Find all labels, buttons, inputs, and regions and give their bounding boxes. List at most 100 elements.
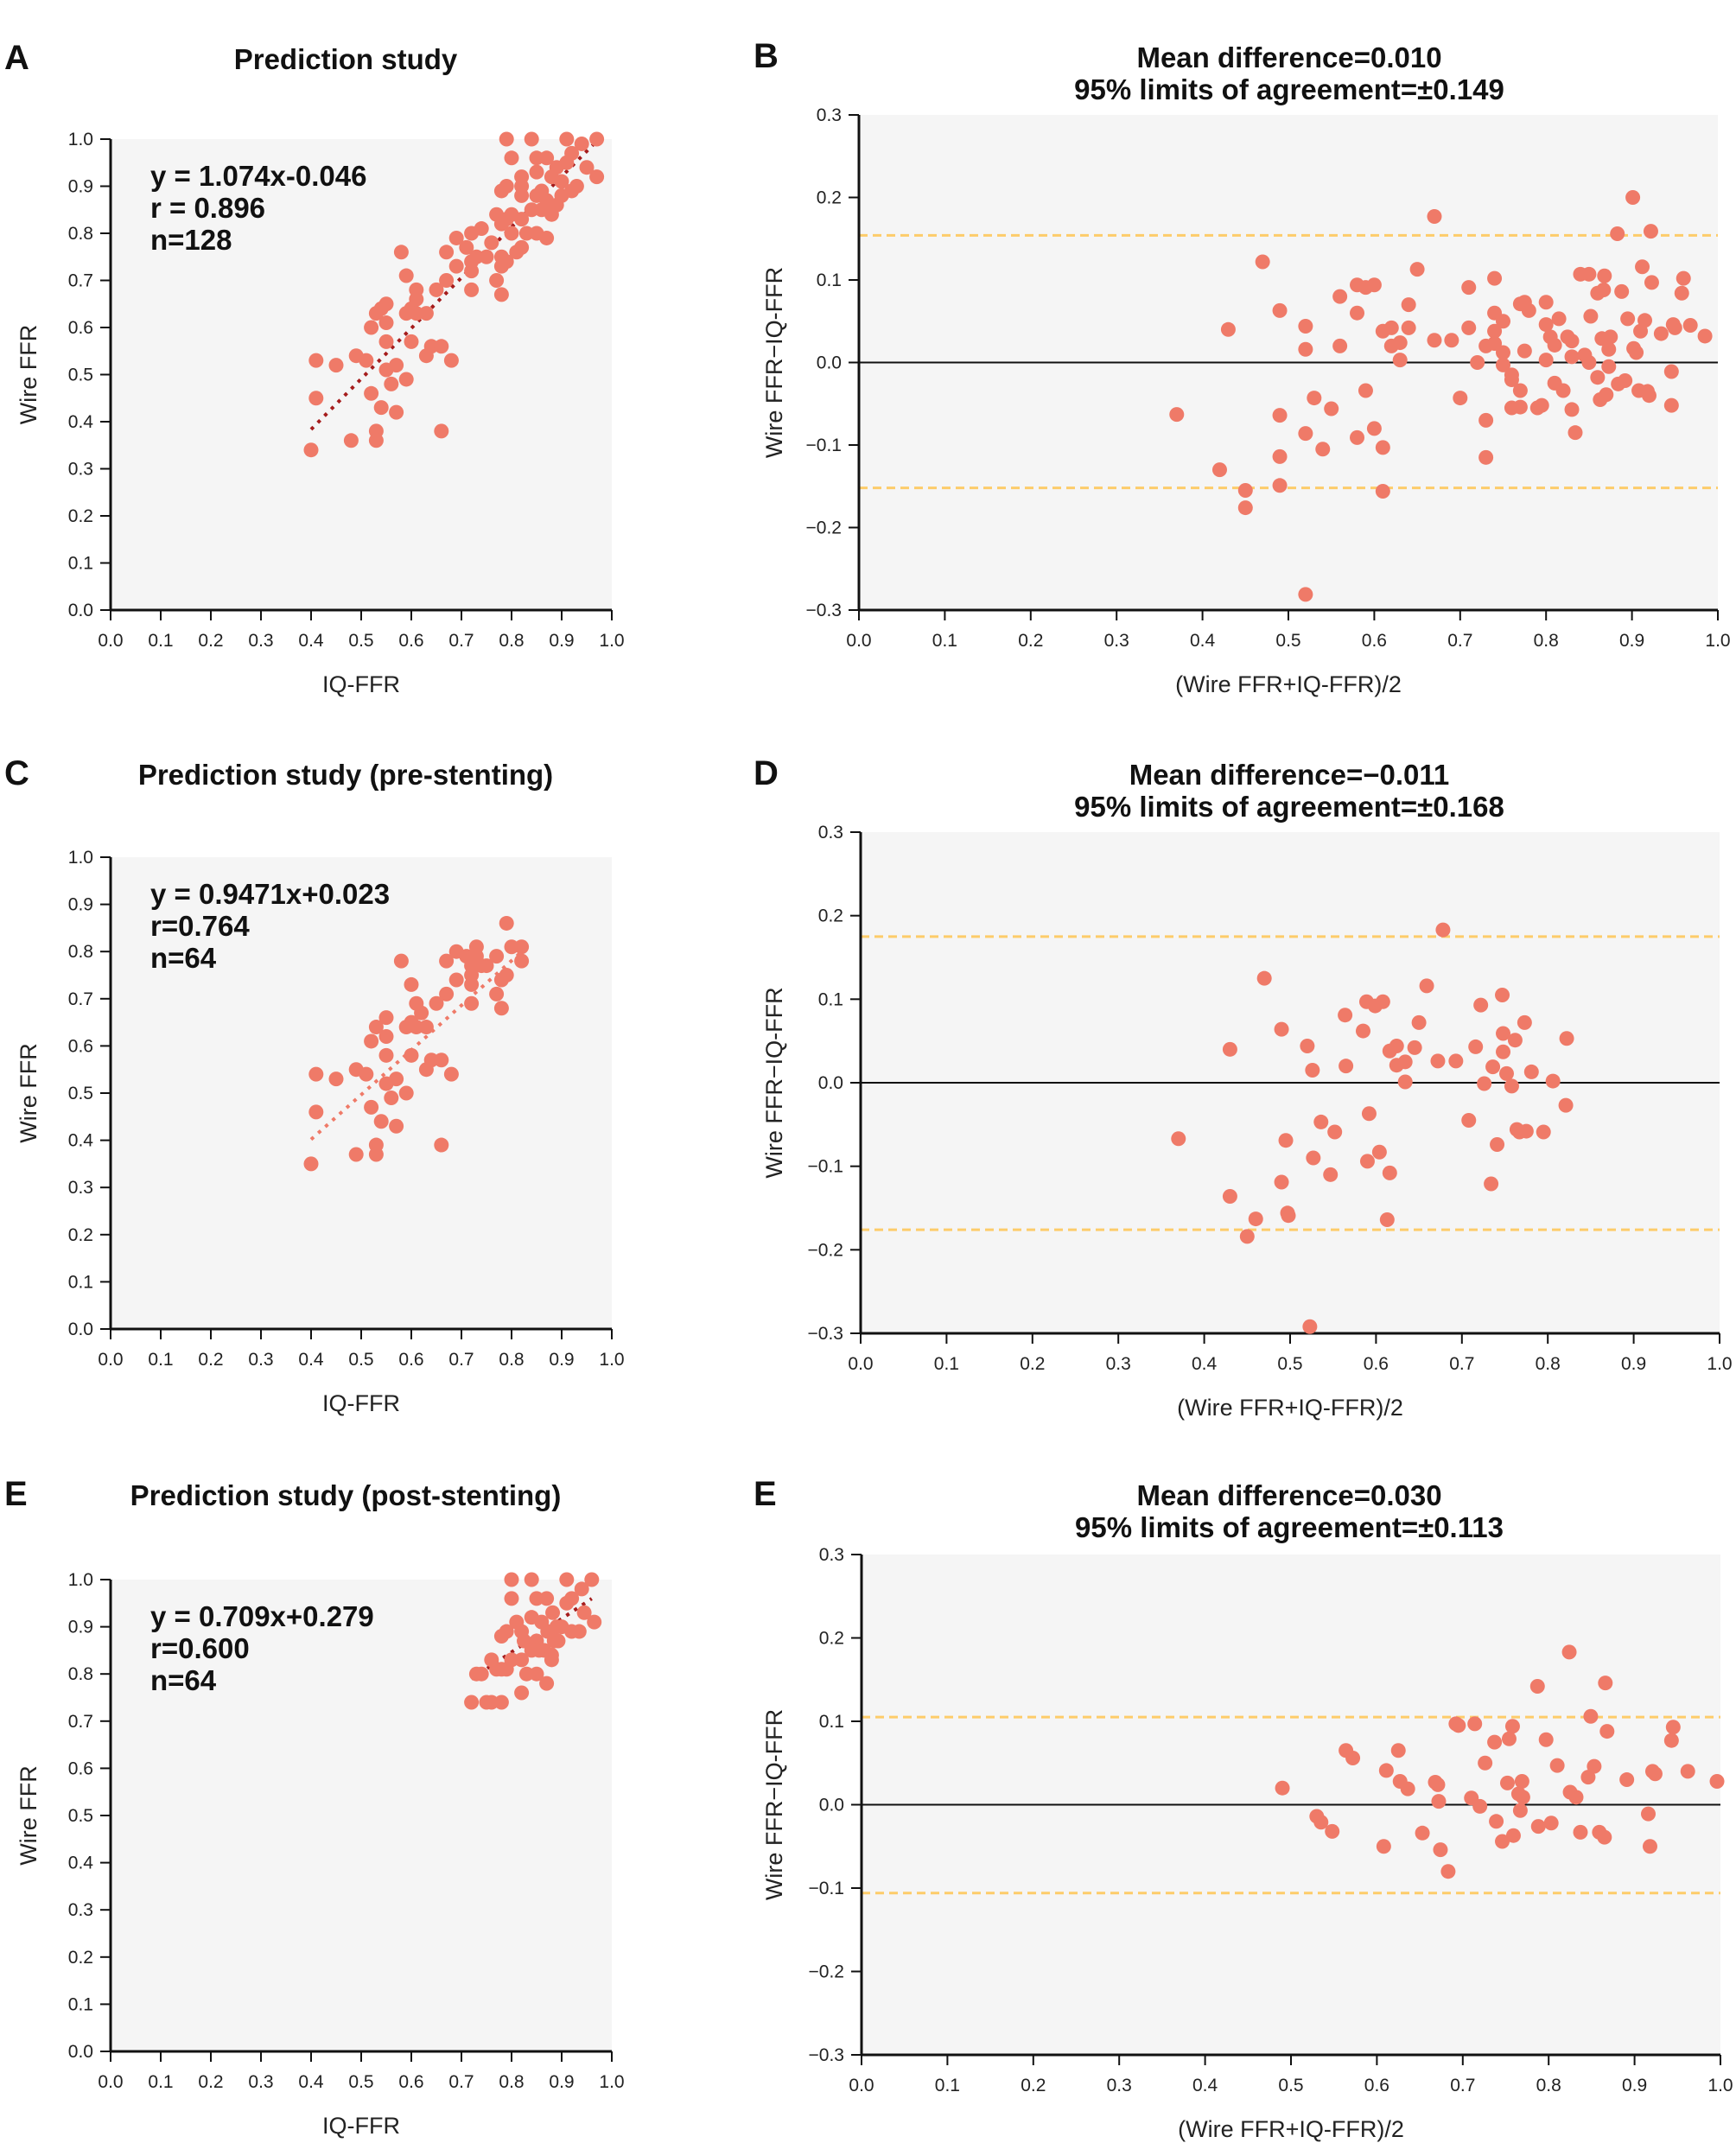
data-point [303,442,319,458]
data-point [514,239,530,255]
data-point [1315,442,1331,457]
data-point [1665,1720,1681,1735]
data-point [1272,448,1288,464]
x-tick-label: 0.8 [499,631,524,651]
data-point [1419,978,1434,994]
x-tick-label: 1.0 [1707,2076,1733,2095]
data-point [1590,370,1606,385]
data-point [1470,355,1485,370]
data-point [1397,1074,1413,1090]
x-tick-label: 0.1 [148,2072,173,2092]
data-point [1324,401,1339,417]
data-point [1667,320,1682,335]
data-point [1281,1208,1296,1224]
data-point [404,1047,419,1063]
y-tick-label: 0.2 [818,906,843,926]
regression-equation: y = 1.074x-0.046 [150,160,366,192]
data-point [1643,224,1658,239]
data-point [504,1591,519,1606]
x-tick-label: 0.9 [549,1350,574,1370]
data-point [1538,1732,1554,1747]
data-point [1237,483,1253,499]
panel-a: A Prediction study 0.0 0.1 0.2 0.3 0.4 0.5 0.6 0.… [4,39,625,697]
data-point [1345,1750,1361,1765]
y-tick-label: 0.2 [819,1629,844,1649]
data-point [1512,1803,1528,1818]
data-point [1382,1165,1397,1180]
y-tick-label: 0.3 [817,105,842,125]
data-point [1375,994,1390,1009]
data-point [559,131,575,147]
y-tick-label: 0.8 [68,1664,93,1684]
data-point [1392,335,1408,351]
data-point [439,986,455,1002]
data-point [1389,1038,1404,1053]
y-tick-label: 0.0 [819,1796,844,1816]
data-point [364,1099,379,1115]
data-point [1496,314,1510,329]
data-point [1278,1133,1294,1148]
x-tick-label: 0.2 [1020,1354,1045,1374]
data-point [1598,1676,1613,1691]
y-tick-label: 1.0 [68,1570,93,1590]
chart-title: Prediction study (post-stenting) [130,1479,562,1511]
y-tick-label: 0.3 [68,1178,93,1198]
data-point [1564,334,1580,349]
y-tick-label: 0.0 [818,1073,843,1093]
data-point [514,953,530,969]
y-tick-label: 0.3 [818,823,843,843]
data-point [1433,1842,1448,1858]
data-point [1332,338,1348,353]
x-tick-label: 0.3 [248,631,273,651]
data-point [1355,1023,1370,1039]
data-point [1358,383,1373,398]
data-point [389,1072,404,1087]
x-axis-label: IQ-FFR [322,2113,400,2139]
data-point [1487,1734,1503,1750]
data-point [1169,407,1185,423]
y-tick-label: 0.9 [68,1618,93,1637]
data-point [493,1001,509,1016]
data-point [1647,1766,1663,1782]
data-point [1620,311,1636,327]
data-point [1302,1319,1318,1334]
panel-letter: B [754,37,779,75]
data-point [1536,1124,1551,1140]
y-tick-label: 0.3 [68,1900,93,1920]
x-tick-label: 0.3 [1104,631,1129,651]
x-tick-label: 0.0 [98,1350,123,1370]
regression-equation: y = 0.9471x+0.023 [150,878,390,910]
data-point [1375,440,1390,455]
x-tick-label: 0.5 [348,631,373,651]
data-point [484,235,499,251]
data-point [1272,302,1288,318]
data-point [1682,318,1698,334]
data-point [1603,329,1618,345]
data-point [434,1137,449,1153]
data-point [1468,1039,1484,1054]
data-point [1580,1770,1596,1785]
data-point [414,1005,429,1021]
data-point [448,972,464,988]
data-point [1642,1839,1657,1854]
data-point [308,391,324,406]
data-point [1409,262,1425,277]
data-point [1339,1059,1354,1074]
data-point [1573,1824,1588,1840]
data-point [571,1624,587,1639]
data-point [499,915,514,931]
data-point [1376,1839,1391,1854]
data-point [1596,282,1612,297]
data-point [1392,353,1408,368]
data-point [1614,283,1630,299]
data-point [373,1114,389,1129]
data-point [328,358,344,373]
data-point [1504,1078,1519,1094]
y-tick-label: 0.6 [68,1758,93,1778]
panel-letter: E [754,1475,777,1513]
x-tick-label: 0.3 [1106,1354,1131,1374]
data-point [434,339,449,354]
x-tick-label: 0.7 [448,631,474,651]
